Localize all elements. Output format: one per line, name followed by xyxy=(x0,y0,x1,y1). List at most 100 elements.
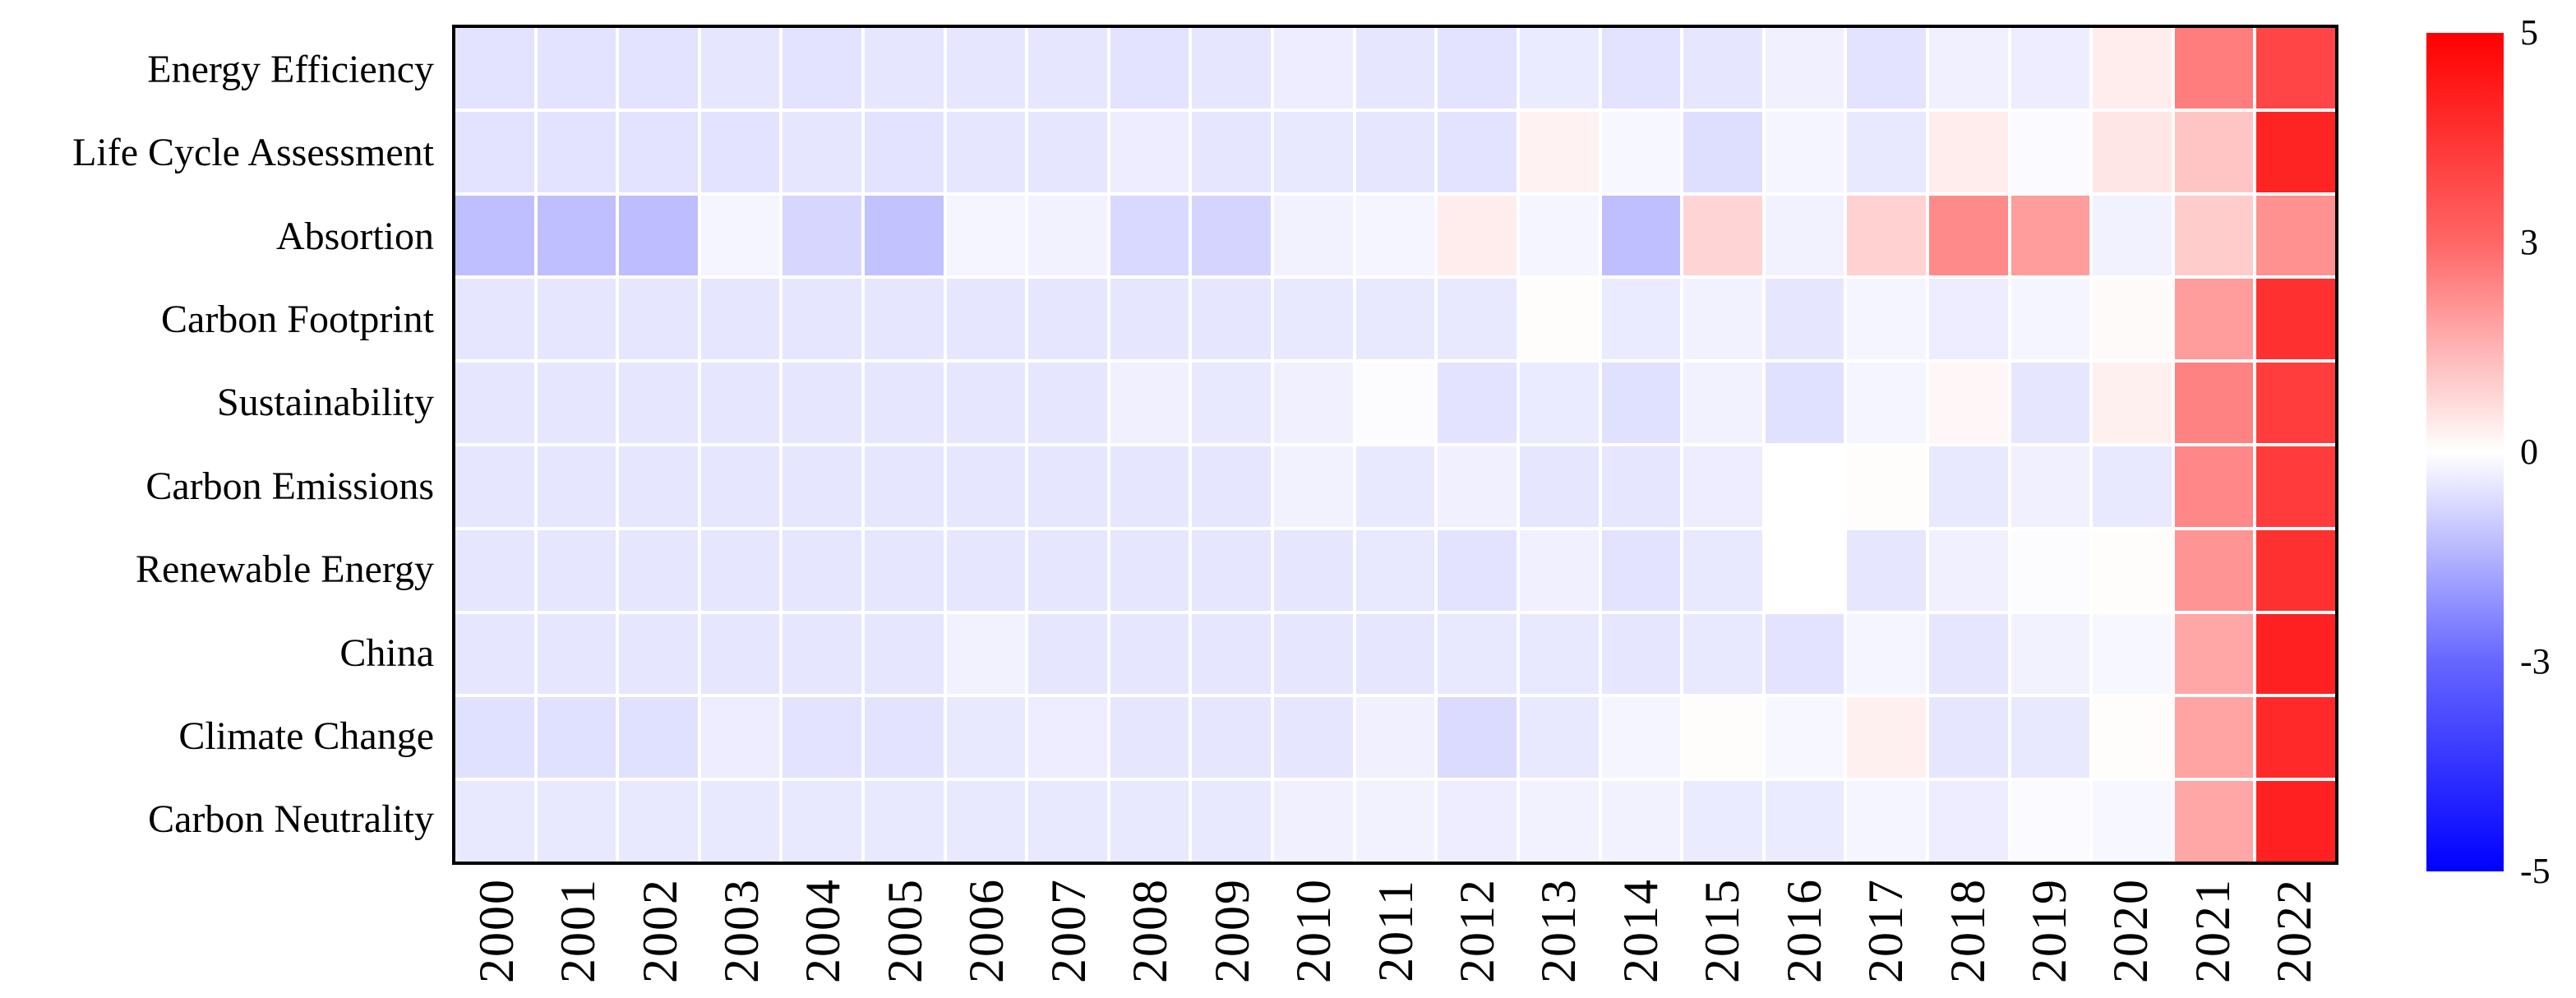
heatmap-cell-life-cycle-assessment-2010 xyxy=(1274,111,1353,192)
heatmap-cell-carbon-footprint-2002 xyxy=(619,279,698,360)
heatmap-cell-sustainability-2019 xyxy=(2010,363,2090,443)
heatmap-cell-absortion-2007 xyxy=(1028,195,1107,276)
heatmap-cell-life-cycle-assessment-2011 xyxy=(1355,111,1435,192)
heatmap-cell-climate-change-2011 xyxy=(1355,697,1435,779)
heatmap-cell-absortion-2011 xyxy=(1355,195,1435,276)
heatmap-cell-china-2011 xyxy=(1355,613,1435,695)
heatmap-cell-climate-change-2001 xyxy=(537,697,616,779)
row-label-climate-change: Climate Change xyxy=(178,714,434,758)
heatmap-cell-china-2009 xyxy=(1192,613,1272,695)
heatmap-cell-life-cycle-assessment-2018 xyxy=(1928,111,2008,192)
heatmap-cell-china-2008 xyxy=(1110,613,1189,695)
heatmap-cell-renewable-energy-2018 xyxy=(1928,529,2008,611)
heatmap-cell-sustainability-2012 xyxy=(1438,363,1517,443)
heatmap-cell-energy-efficiency-2005 xyxy=(865,28,944,109)
heatmap-cell-china-2002 xyxy=(619,613,698,695)
col-label-2007: 2007 xyxy=(1041,878,1096,983)
heatmap-cell-china-2020 xyxy=(2093,613,2172,695)
heatmap-cell-energy-efficiency-2014 xyxy=(1601,28,1681,109)
heatmap-cell-carbon-footprint-2014 xyxy=(1601,279,1681,360)
col-label-2015: 2015 xyxy=(1695,878,1750,983)
col-label-2004: 2004 xyxy=(796,878,851,983)
heatmap-cell-renewable-energy-2017 xyxy=(1847,529,1926,611)
heatmap-cell-carbon-emissions-2004 xyxy=(782,446,862,527)
heatmap-cell-carbon-footprint-2011 xyxy=(1355,279,1435,360)
col-label-2013: 2013 xyxy=(1531,878,1586,983)
col-label-2011: 2011 xyxy=(1368,879,1423,982)
col-label-2010: 2010 xyxy=(1286,878,1341,983)
heatmap-cell-carbon-footprint-2018 xyxy=(1928,279,2008,360)
heatmap-cell-china-2003 xyxy=(700,613,780,695)
heatmap-cell-carbon-footprint-2010 xyxy=(1274,279,1353,360)
colorbar-tick--5: -5 xyxy=(2520,851,2551,891)
col-label-2022: 2022 xyxy=(2267,878,2322,983)
col-label-2008: 2008 xyxy=(1123,878,1178,983)
heatmap-cell-energy-efficiency-2006 xyxy=(946,28,1026,109)
heatmap-cell-carbon-emissions-2017 xyxy=(1847,446,1926,527)
colorbar-tick--3: -3 xyxy=(2520,641,2551,682)
colorbar-tick-3: 3 xyxy=(2520,222,2538,262)
heatmap-cell-absortion-2003 xyxy=(700,195,780,276)
heatmap-cell-china-2010 xyxy=(1274,613,1353,695)
heatmap-cell-climate-change-2014 xyxy=(1601,697,1681,779)
heatmap-cell-carbon-neutrality-2006 xyxy=(946,781,1026,862)
heatmap-cell-carbon-neutrality-2013 xyxy=(1519,781,1599,862)
heatmap-cell-carbon-emissions-2003 xyxy=(700,446,780,527)
heatmap-cell-carbon-footprint-2006 xyxy=(946,279,1026,360)
heatmap-cell-renewable-energy-2013 xyxy=(1519,529,1599,611)
heatmap-cell-carbon-emissions-2021 xyxy=(2174,446,2254,527)
heatmap-cell-absortion-2004 xyxy=(782,195,862,276)
heatmap-cell-energy-efficiency-2015 xyxy=(1683,28,1762,109)
heatmap-cell-china-2004 xyxy=(782,613,862,695)
heatmap-cell-climate-change-2020 xyxy=(2093,697,2172,779)
col-label-2021: 2021 xyxy=(2185,878,2240,983)
heatmap-cell-energy-efficiency-2022 xyxy=(2256,28,2335,109)
heatmap-cell-sustainability-2001 xyxy=(537,363,616,443)
heatmap-cell-life-cycle-assessment-2014 xyxy=(1601,111,1681,192)
heatmap-cell-carbon-footprint-2009 xyxy=(1192,279,1272,360)
heatmap-cell-absortion-2006 xyxy=(946,195,1026,276)
heatmap-cell-sustainability-2014 xyxy=(1601,363,1681,443)
heatmap-cell-life-cycle-assessment-2009 xyxy=(1192,111,1272,192)
heatmap-cell-carbon-footprint-2013 xyxy=(1519,279,1599,360)
heatmap-cell-china-2017 xyxy=(1847,613,1926,695)
heatmap-cell-absortion-2002 xyxy=(619,195,698,276)
heatmap-cell-energy-efficiency-2010 xyxy=(1274,28,1353,109)
heatmap-cell-energy-efficiency-2016 xyxy=(1765,28,1844,109)
heatmap-cell-carbon-footprint-2005 xyxy=(865,279,944,360)
heatmap-cell-carbon-neutrality-2019 xyxy=(2010,781,2090,862)
heatmap-cell-climate-change-2012 xyxy=(1438,697,1517,779)
heatmap-cell-energy-efficiency-2002 xyxy=(619,28,698,109)
col-label-2001: 2001 xyxy=(551,878,606,983)
heatmap-cell-carbon-neutrality-2022 xyxy=(2256,781,2335,862)
heatmap-cell-carbon-emissions-2008 xyxy=(1110,446,1189,527)
heatmap-cell-carbon-footprint-2004 xyxy=(782,279,862,360)
heatmap-cell-china-2006 xyxy=(946,613,1026,695)
heatmap-cell-carbon-neutrality-2010 xyxy=(1274,781,1353,862)
heatmap-cell-carbon-emissions-2005 xyxy=(865,446,944,527)
col-label-2002: 2002 xyxy=(632,878,687,983)
heatmap-cell-climate-change-2009 xyxy=(1192,697,1272,779)
heatmap-cell-china-2007 xyxy=(1028,613,1107,695)
heatmap-cell-carbon-emissions-2007 xyxy=(1028,446,1107,527)
heatmap-cell-absortion-2005 xyxy=(865,195,944,276)
heatmap-cell-sustainability-2009 xyxy=(1192,363,1272,443)
heatmap-cell-life-cycle-assessment-2006 xyxy=(946,111,1026,192)
row-label-carbon-footprint: Carbon Footprint xyxy=(161,297,434,341)
heatmap-cell-energy-efficiency-2001 xyxy=(537,28,616,109)
heatmap-cell-carbon-neutrality-2005 xyxy=(865,781,944,862)
heatmap-cell-carbon-emissions-2013 xyxy=(1519,446,1599,527)
heatmap-cell-sustainability-2000 xyxy=(455,363,534,443)
heatmap-cell-renewable-energy-2010 xyxy=(1274,529,1353,611)
heatmap-cell-carbon-neutrality-2007 xyxy=(1028,781,1107,862)
heatmap-cell-energy-efficiency-2021 xyxy=(2174,28,2254,109)
heatmap-cell-absortion-2008 xyxy=(1110,195,1189,276)
heatmap-cell-carbon-footprint-2000 xyxy=(455,279,534,360)
heatmap-cell-carbon-footprint-2017 xyxy=(1847,279,1926,360)
heatmap-cell-renewable-energy-2004 xyxy=(782,529,862,611)
heatmap-cell-life-cycle-assessment-2015 xyxy=(1683,111,1762,192)
heatmap-cell-renewable-energy-2022 xyxy=(2256,529,2335,611)
heatmap-cell-carbon-emissions-2011 xyxy=(1355,446,1435,527)
heatmap-cell-renewable-energy-2016 xyxy=(1765,529,1844,611)
heatmap-cell-life-cycle-assessment-2002 xyxy=(619,111,698,192)
